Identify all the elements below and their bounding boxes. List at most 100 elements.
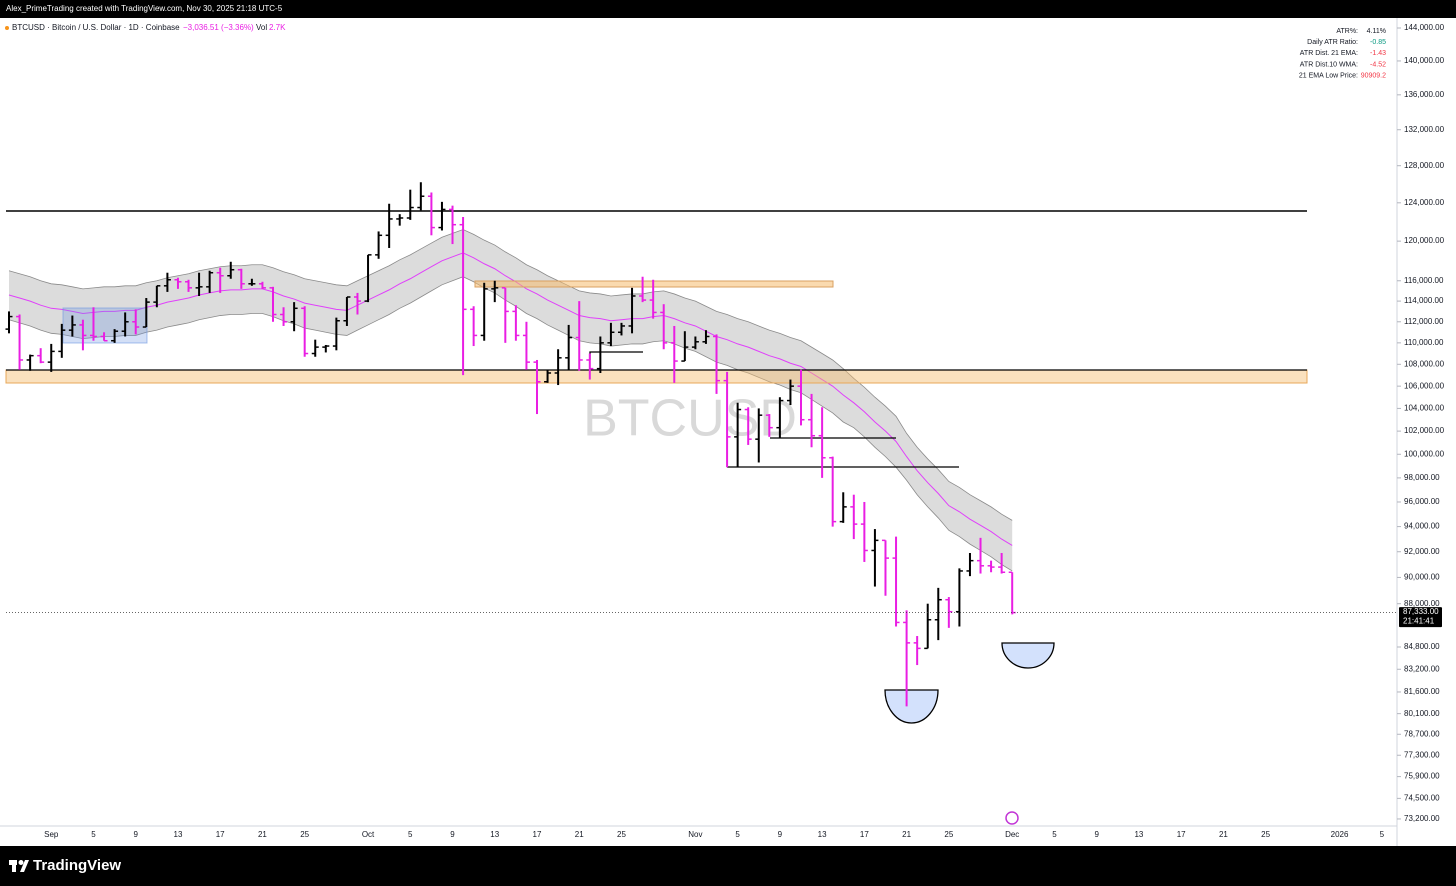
x-tick-label: 9 — [778, 830, 783, 839]
y-tick-label: 100,000.00 — [1404, 449, 1445, 458]
y-tick-label: 114,000.00 — [1404, 296, 1444, 305]
x-tick-label: 17 — [216, 830, 225, 839]
x-tick-label: 13 — [174, 830, 183, 839]
volume-label: Vol — [256, 23, 267, 32]
y-tick-label: 88,000.00 — [1404, 599, 1440, 608]
x-tick-label: 21 — [902, 830, 911, 839]
x-tick-label: Nov — [688, 830, 702, 839]
x-tick-label: 25 — [300, 830, 309, 839]
x-tick-label: Oct — [362, 830, 375, 839]
countdown-label: 21:41:41 — [1403, 617, 1435, 626]
logo-part — [12, 860, 16, 872]
y-tick-label: 73,200.00 — [1404, 814, 1440, 823]
table-value: -0.85 — [1370, 39, 1386, 46]
y-tick-label: 83,200.00 — [1404, 664, 1440, 673]
table-value: 90909.2 — [1361, 73, 1386, 80]
x-tick-label: 25 — [944, 830, 953, 839]
y-tick-label: 140,000.00 — [1404, 56, 1445, 65]
x-tick-label: 9 — [133, 830, 138, 839]
x-tick-label: 21 — [1219, 830, 1228, 839]
ema-band-fill — [9, 229, 1013, 571]
author-line: Alex_PrimeTrading created with TradingVi… — [6, 4, 283, 13]
y-tick-label: 78,700.00 — [1404, 729, 1440, 738]
table-value: 4.11% — [1367, 28, 1386, 35]
logo-part — [20, 860, 29, 872]
y-tick-label: 128,000.00 — [1404, 161, 1445, 170]
y-tick-label: 116,000.00 — [1404, 276, 1444, 285]
indicator-table: ATR%: 4.11% Daily ATR Ratio: -0.85 ATR Dist.… — [1296, 25, 1392, 82]
x-tick-label: 17 — [1177, 830, 1186, 839]
y-tick-label: 104,000.00 — [1404, 404, 1445, 413]
price-bars — [5, 182, 1016, 707]
y-tick-label: 120,000.00 — [1404, 236, 1445, 245]
x-tick-label: 2026 — [1331, 830, 1349, 839]
x-tick-label: 13 — [1134, 830, 1143, 839]
x-tick-label: 5 — [1380, 830, 1385, 839]
axes: 144,000.00 140,000.00 136,000.00 132,000.00… — [6, 23, 1445, 839]
y-tick-label: 98,000.00 — [1404, 473, 1440, 482]
x-tick-label: 17 — [533, 830, 542, 839]
table-value: -4.52 — [1370, 61, 1386, 68]
table-value: -1.43 — [1370, 50, 1386, 57]
event-icon — [1005, 811, 1019, 825]
x-tick-label: 9 — [1094, 830, 1099, 839]
y-tick-label: 96,000.00 — [1404, 497, 1440, 506]
y-tick-label: 108,000.00 — [1404, 359, 1445, 368]
y-tick-label: 92,000.00 — [1404, 547, 1440, 556]
price-change: −3,036.51 (−3.36%) — [183, 23, 254, 32]
table-label: 21 EMA Low Price: — [1299, 73, 1358, 80]
x-tick-label: 5 — [91, 830, 96, 839]
x-tick-label: Sep — [44, 830, 59, 839]
y-tick-label: 132,000.00 — [1404, 125, 1445, 134]
x-tick-label: 21 — [258, 830, 267, 839]
last-price-label: 87,333.00 — [1403, 607, 1439, 616]
table-label: ATR Dist.10 WMA: — [1300, 61, 1358, 68]
y-tick-label: 81,600.00 — [1404, 687, 1440, 696]
x-tick-label: 17 — [860, 830, 869, 839]
last-price-box — [1399, 607, 1442, 628]
brand-name: TradingView — [33, 857, 121, 874]
table-label: ATR%: — [1336, 28, 1358, 35]
y-tick-label: 136,000.00 — [1404, 90, 1445, 99]
x-tick-label: 5 — [735, 830, 740, 839]
volume-value: 2.7K — [269, 23, 286, 32]
y-tick-label: 106,000.00 — [1404, 381, 1445, 390]
y-tick-label: 102,000.00 — [1404, 426, 1445, 435]
logo-part — [18, 860, 24, 865]
watermark: BTCUSD — [583, 390, 797, 448]
x-tick-label: 5 — [408, 830, 413, 839]
x-tick-label: 5 — [1052, 830, 1057, 839]
bottom-bar — [0, 846, 1456, 886]
ema-band-lower — [8, 276, 1013, 572]
y-tick-label: 110,000.00 — [1404, 338, 1444, 347]
y-tick-label: 74,500.00 — [1404, 793, 1440, 802]
symbol-dot — [5, 26, 9, 30]
y-tick-label: 124,000.00 — [1404, 198, 1445, 207]
symbol-title: BTCUSD · Bitcoin / U.S. Dollar · 1D · Co… — [12, 23, 180, 32]
y-tick-label: 90,000.00 — [1404, 573, 1440, 582]
brand-logo — [9, 860, 29, 872]
y-tick-label: 75,900.00 — [1404, 772, 1440, 781]
x-tick-label: 25 — [617, 830, 626, 839]
table-background — [1296, 25, 1392, 82]
x-tick-label: 13 — [490, 830, 499, 839]
x-tick-label: 25 — [1261, 830, 1270, 839]
ema-line — [8, 252, 1013, 546]
x-tick-label: 9 — [450, 830, 455, 839]
x-tick-label: 13 — [818, 830, 827, 839]
support-zone — [5, 369, 1308, 384]
table-label: Daily ATR Ratio: — [1307, 39, 1358, 46]
top-bar — [0, 0, 1456, 18]
y-tick-label: 77,300.00 — [1404, 750, 1440, 759]
bottom-arc — [884, 689, 939, 724]
bottom-arc — [1001, 642, 1055, 669]
x-tick-label: Dec — [1005, 830, 1019, 839]
y-tick-label: 80,100.00 — [1404, 709, 1440, 718]
y-tick-label: 94,000.00 — [1404, 522, 1440, 531]
x-tick-label: 21 — [575, 830, 584, 839]
y-tick-label: 112,000.00 — [1404, 317, 1444, 326]
y-tick-label: 84,800.00 — [1404, 642, 1440, 651]
y-tick-label: 144,000.00 — [1404, 23, 1445, 32]
